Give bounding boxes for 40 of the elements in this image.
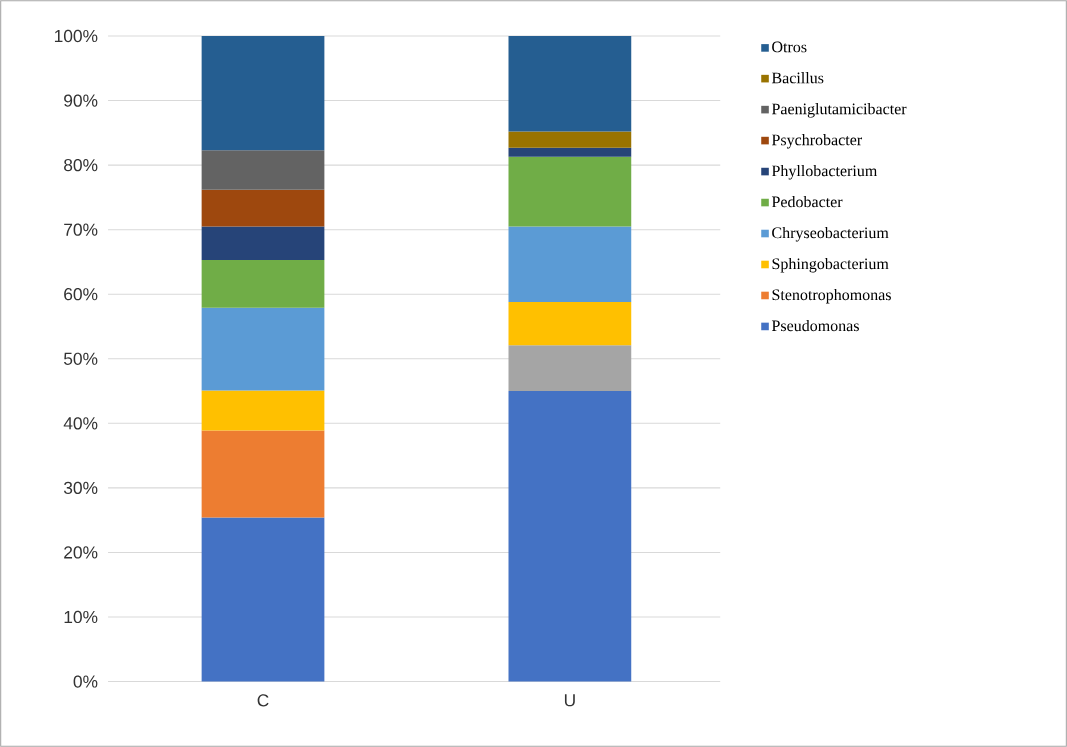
bar — [201, 390, 325, 431]
bar — [201, 430, 325, 518]
legend-label: Pseudomonas — [771, 319, 859, 332]
x-tick-label: U — [564, 694, 575, 707]
y-tick-label: 0% — [73, 675, 98, 688]
y-tick-label: 20% — [64, 546, 98, 559]
bar — [508, 131, 632, 148]
y-tick-label: 40% — [63, 417, 98, 430]
y-tick-label: 80% — [64, 159, 98, 172]
y-tick-label: 90% — [64, 94, 98, 107]
bar — [201, 226, 325, 261]
bar — [508, 147, 632, 157]
bar — [201, 307, 325, 391]
legend-label: Sphingobacterium — [772, 257, 889, 273]
legend-label: Pedobacter — [771, 196, 843, 208]
y-tick-label: 10% — [64, 610, 98, 624]
y-tick-label: 60% — [64, 288, 98, 301]
bar — [508, 345, 632, 392]
legend-label: Stenotrophomonas — [772, 288, 891, 304]
legend-label: Chryseobacterium — [772, 227, 889, 242]
y-tick-label: 30% — [63, 481, 98, 495]
bar — [201, 150, 325, 190]
bar — [201, 260, 325, 308]
bar — [201, 36, 325, 151]
y-tick-label: 50% — [63, 352, 98, 365]
legend-label: Bacillus — [771, 72, 824, 84]
y-tick-label: 100% — [54, 29, 98, 43]
legend-label: Paeniglutamicibacter — [771, 103, 907, 118]
bar — [508, 36, 632, 132]
legend-label: Otros — [772, 41, 807, 53]
bar — [508, 156, 632, 227]
bar — [508, 226, 632, 303]
y-tick-label: 70% — [64, 223, 98, 236]
x-tick-label: C — [257, 694, 269, 707]
bar — [201, 517, 325, 682]
legend-label: Psychrobacter — [771, 134, 863, 149]
legend-label: Phyllobacterium — [771, 165, 878, 180]
bar — [201, 189, 325, 227]
bar — [508, 302, 632, 346]
bar — [508, 391, 632, 682]
